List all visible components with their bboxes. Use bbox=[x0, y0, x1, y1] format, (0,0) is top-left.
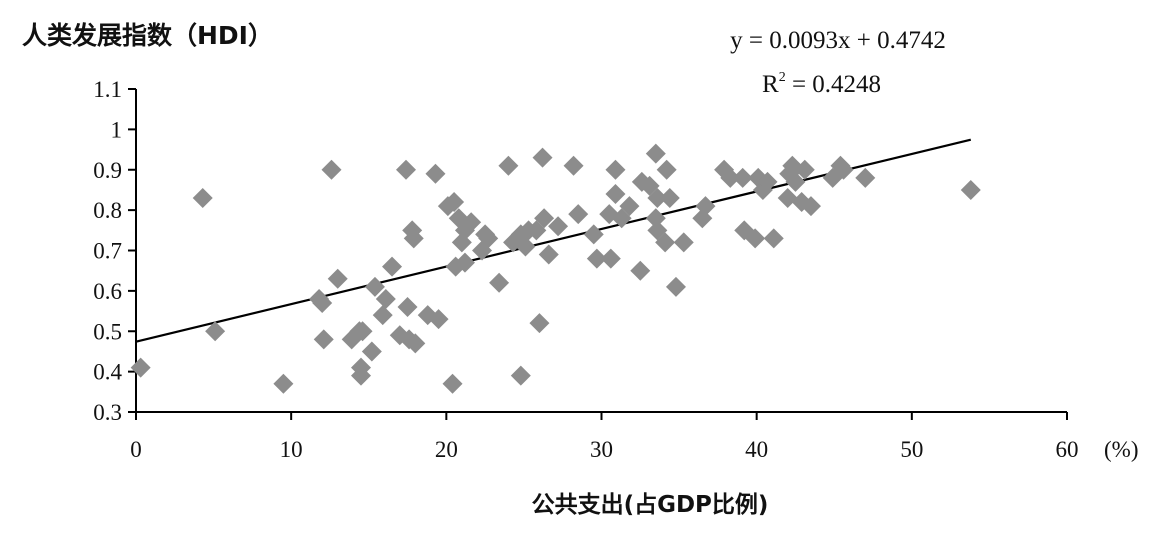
y-tick-label: 0.3 bbox=[93, 400, 122, 425]
data-point bbox=[498, 155, 519, 176]
regression-equation: y = 0.0093x + 0.4742 bbox=[730, 27, 946, 54]
y-tick-label: 1 bbox=[111, 117, 123, 142]
y-axis-title: 人类发展指数（HDI） bbox=[22, 21, 273, 50]
data-point bbox=[763, 228, 784, 249]
data-point bbox=[395, 159, 416, 180]
r-squared-label: R2 = 0.4248 bbox=[762, 70, 881, 98]
data-point bbox=[647, 188, 668, 209]
y-tick-label: 0.4 bbox=[93, 360, 122, 385]
data-point bbox=[720, 167, 741, 188]
data-point bbox=[327, 268, 348, 289]
x-tick-label: 20 bbox=[435, 437, 458, 462]
data-point bbox=[510, 365, 531, 386]
data-point bbox=[757, 171, 778, 192]
data-point bbox=[425, 163, 446, 184]
x-tick-label: 40 bbox=[745, 437, 768, 462]
data-point bbox=[350, 365, 371, 386]
data-point bbox=[375, 288, 396, 309]
data-point bbox=[444, 192, 465, 213]
x-tick-label: 30 bbox=[590, 437, 613, 462]
data-point bbox=[403, 228, 424, 249]
data-point bbox=[645, 208, 666, 229]
data-point bbox=[205, 321, 226, 342]
data-point bbox=[563, 155, 584, 176]
x-axis-unit: (%) bbox=[1104, 437, 1138, 462]
data-point bbox=[665, 276, 686, 297]
data-point bbox=[130, 357, 151, 378]
data-point bbox=[600, 248, 621, 269]
data-point bbox=[568, 204, 589, 225]
y-tick-label: 0.8 bbox=[93, 198, 122, 223]
r-squared-value: = 0.4248 bbox=[786, 71, 881, 98]
data-point bbox=[833, 159, 854, 180]
data-point bbox=[745, 228, 766, 249]
data-point bbox=[534, 208, 555, 229]
y-tick-label: 0.7 bbox=[93, 239, 122, 264]
data-point bbox=[732, 167, 753, 188]
data-point bbox=[538, 244, 559, 265]
data-point bbox=[382, 256, 403, 277]
x-tick-label: 10 bbox=[280, 437, 303, 462]
data-point bbox=[515, 236, 536, 257]
x-tick-label: 0 bbox=[130, 437, 142, 462]
data-point bbox=[364, 276, 385, 297]
x-tick-label: 60 bbox=[1056, 437, 1079, 462]
data-point bbox=[489, 272, 510, 293]
data-point bbox=[673, 232, 694, 253]
data-point bbox=[478, 228, 499, 249]
data-point bbox=[800, 196, 821, 217]
x-axis-title: 公共支出(占GDP比例) bbox=[532, 492, 769, 518]
y-tick-label: 0.6 bbox=[93, 279, 122, 304]
tick-labels: 0.3 0.4 0.5 0.6 0.7 0.8 0.9 1 1.1 0 10 20 30 40 50 60 bbox=[93, 77, 1078, 462]
data-point bbox=[532, 147, 553, 168]
axes bbox=[128, 88, 1068, 420]
data-point bbox=[960, 179, 981, 200]
data-point bbox=[313, 329, 334, 350]
data-point bbox=[583, 224, 604, 245]
data-point bbox=[695, 196, 716, 217]
y-tick-label: 1.1 bbox=[93, 77, 122, 102]
r-squared-superscript: 2 bbox=[779, 70, 786, 85]
data-point bbox=[321, 159, 342, 180]
data-point bbox=[655, 232, 676, 253]
data-point bbox=[855, 167, 876, 188]
data-point bbox=[645, 143, 666, 164]
data-point bbox=[529, 313, 550, 334]
data-point bbox=[361, 341, 382, 362]
data-point bbox=[656, 159, 677, 180]
data-point bbox=[619, 196, 640, 217]
data-point bbox=[397, 297, 418, 318]
data-points bbox=[130, 143, 981, 394]
data-point bbox=[312, 292, 333, 313]
data-point bbox=[794, 159, 815, 180]
data-point bbox=[428, 309, 449, 330]
x-tick-label: 50 bbox=[900, 437, 923, 462]
data-point bbox=[352, 321, 373, 342]
y-tick-label: 0.5 bbox=[93, 319, 122, 344]
data-point bbox=[605, 183, 626, 204]
data-point bbox=[659, 188, 680, 209]
data-point bbox=[548, 216, 569, 237]
data-point bbox=[785, 171, 806, 192]
data-point bbox=[442, 373, 463, 394]
r-squared-symbol: R bbox=[762, 71, 779, 98]
y-tick-label: 0.9 bbox=[93, 158, 122, 183]
data-point bbox=[273, 373, 294, 394]
data-point bbox=[461, 212, 482, 233]
data-point bbox=[586, 248, 607, 269]
data-point bbox=[605, 159, 626, 180]
data-point bbox=[630, 260, 651, 281]
data-point bbox=[372, 305, 393, 326]
data-point bbox=[405, 333, 426, 354]
data-point bbox=[192, 188, 213, 209]
data-point bbox=[454, 252, 475, 273]
